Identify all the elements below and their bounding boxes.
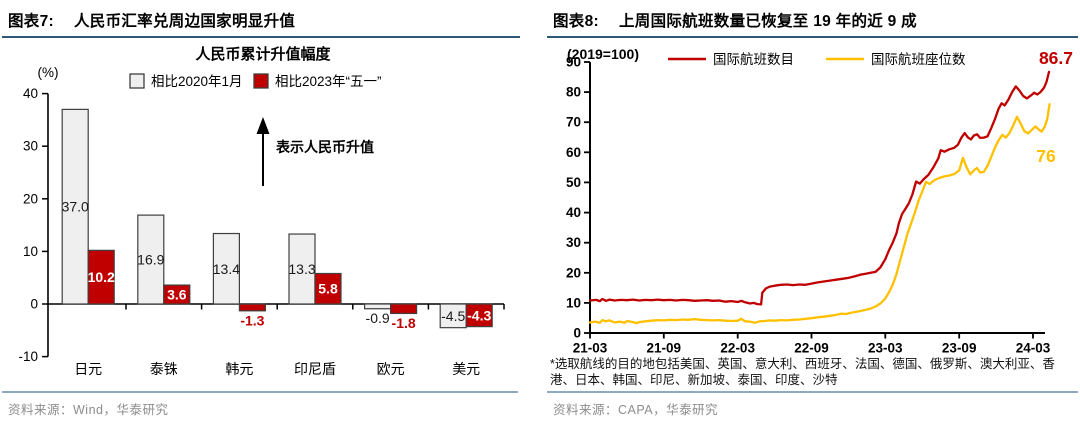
bar-value-label: 5.8 [318, 281, 338, 297]
exhibit-8-header: 图表8: 上周国际航班数量已恢复至 19 年的近 9 成 [553, 9, 917, 31]
header-rule [547, 36, 1078, 38]
international-flights-line-chart: (2019=100) 国际航班数目 国际航班座位数 0 10 20 30 40 50 60 70 80… [566, 46, 1073, 356]
bar-日元-s2 [87, 249, 115, 305]
y-axis-tick-label: 60 [566, 145, 581, 160]
appreciation-arrow-head [256, 117, 270, 134]
y-axis-tick-label: 10 [23, 244, 38, 259]
bar-印尼盾-s1 [288, 233, 316, 305]
rmb-appreciation-bar-chart: 人民币累计升值幅度 (%) 相比2020年1月 相比2023年“五一” 40 30 20 10… [18, 45, 505, 377]
panel-exhibit-7: 图表7: 人民币汇率兑周边国家明显升值 人民币累计升值幅度 (%) 相比2020年1月… [2, 9, 520, 417]
footer-rule [547, 391, 1078, 393]
bar-value-label: 37.0 [62, 199, 89, 215]
x-category-label: 印尼盾 [294, 361, 336, 377]
y-axis-tick-label: 50 [566, 175, 581, 190]
panel-exhibit-8: 图表8: 上周国际航班数量已恢复至 19 年的近 9 成 (2019=100) 国际… [540, 0, 1080, 428]
exhibit-7-title: 人民币汇率兑周边国家明显升值 [73, 13, 296, 30]
bar-美元-s2 [465, 303, 493, 328]
bar-value-label: 10.2 [88, 269, 115, 285]
source-note-left: 资料来源：Wind，华泰研究 [8, 403, 169, 417]
source-note-right: 资料来源：CAPA，华泰研究 [553, 403, 719, 417]
bar-韩元-s1 [212, 232, 240, 305]
y-axis-tick-label: 70 [566, 115, 581, 130]
y-axis-tick-label: 10 [566, 295, 581, 310]
x-axis-tick-label: 23-03 [868, 341, 903, 356]
x-axis-tick-label: 22-03 [720, 341, 755, 356]
x-category-label: 韩元 [225, 361, 253, 377]
legend-label-2: 国际航班座位数 [871, 52, 966, 67]
y-axis-tick-label: 40 [566, 205, 581, 220]
y-axis-tick-label: 80 [566, 85, 581, 100]
bar-印尼盾-s2 [314, 272, 342, 305]
bar-value-label: -0.9 [366, 310, 390, 326]
y-axis-unit-label: (%) [38, 65, 59, 80]
x-axis-tick-label: 21-03 [573, 341, 608, 356]
x-category-label: 泰铢 [150, 361, 178, 377]
y-axis-tick-label: 20 [23, 191, 38, 206]
x-axis-tick-label: 21-09 [647, 341, 682, 356]
bar-value-label: 13.3 [288, 261, 315, 277]
legend-label-2: 相比2023年“五一” [275, 74, 382, 89]
legend-label-1: 国际航班数目 [713, 52, 794, 67]
exhibit-8-number: 图表8: [553, 13, 599, 30]
series-line-1 [588, 70, 1051, 306]
legend-label-1: 相比2020年1月 [151, 74, 243, 89]
bar-value-label: -4.3 [467, 307, 491, 323]
bar-value-label: -4.5 [441, 308, 465, 324]
y-axis-tick-label: 30 [566, 235, 581, 250]
y-axis-tick-label: -10 [18, 349, 38, 364]
bar-value-label: 3.6 [167, 287, 187, 303]
appreciation-annotation: 表示人民币升值 [275, 139, 374, 155]
y-axis-tick-label: 0 [573, 326, 581, 341]
y-axis-tick-label: 20 [566, 265, 581, 280]
y-axis-tick-label: 30 [23, 139, 38, 154]
bar-欧元-s1 [364, 303, 392, 310]
footer-rule [2, 391, 518, 393]
bar-泰铢-s2 [163, 284, 191, 305]
y-axis-tick-label: 40 [23, 86, 38, 101]
bar-value-label: -1.8 [392, 315, 416, 331]
bar-日元-s1 [61, 108, 89, 305]
bar-欧元-s2 [390, 303, 418, 315]
legend-swatch-2 [253, 73, 269, 89]
x-axis-tick-label: 23-09 [942, 341, 977, 356]
y-axis-tick-label: 90 [566, 55, 581, 70]
x-category-label: 美元 [452, 361, 480, 377]
bar-韩元-s2 [238, 303, 266, 312]
x-category-label: 日元 [74, 361, 102, 377]
index-base-label: (2019=100) [567, 46, 639, 62]
y-axis-tick-label: 0 [30, 297, 38, 312]
end-label-seats: 76 [1036, 146, 1056, 166]
header-rule [2, 36, 520, 38]
chart-footnote: *选取航线的目的地包括美国、英国、意大利、西班牙、法国、德国、俄罗斯、澳大利亚、… [550, 357, 1055, 388]
bar-泰铢-s1 [137, 214, 165, 305]
bar-value-label: -1.3 [240, 312, 264, 328]
bar-value-label: 13.4 [213, 261, 240, 277]
x-axis-tick-label: 22-09 [794, 341, 829, 356]
legend-swatch-1 [129, 73, 145, 89]
series-line-2 [588, 103, 1051, 325]
bar-value-label: 16.9 [137, 252, 164, 268]
end-label-flights: 86.7 [1039, 48, 1073, 68]
exhibit-8-title: 上周国际航班数量已恢复至 19 年的近 9 成 [618, 13, 917, 30]
exhibit-7-number: 图表7: [8, 13, 54, 30]
x-category-label: 欧元 [377, 361, 405, 377]
chart-subtitle: 人民币累计升值幅度 [195, 45, 331, 63]
exhibit-7-header: 图表7: 人民币汇率兑周边国家明显升值 [8, 9, 295, 31]
x-axis-tick-label: 24-03 [1016, 341, 1051, 356]
